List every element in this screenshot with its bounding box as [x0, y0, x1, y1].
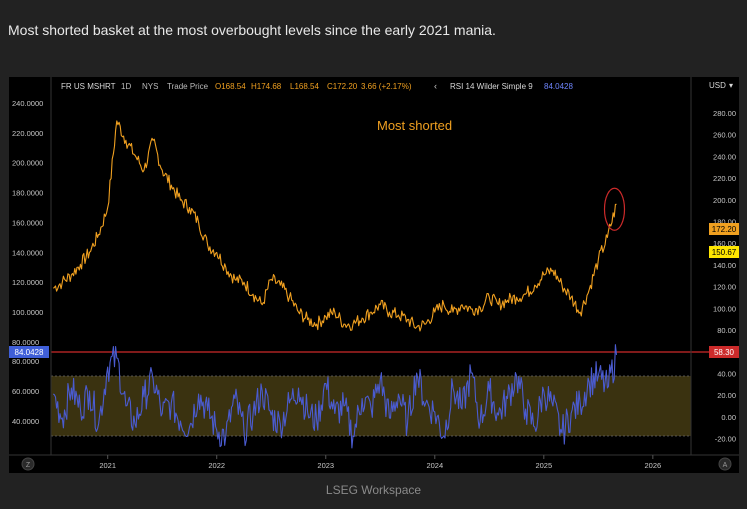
- rsi-series-line: [52, 344, 618, 449]
- right-axis-tick-label: 100.00: [713, 304, 736, 313]
- price-tick-label: 100.0000: [12, 308, 43, 317]
- x-tick-label: 2025: [535, 461, 552, 470]
- price-tick-label: 120.0000: [12, 278, 43, 287]
- ohlc-close: C172.20: [327, 82, 358, 91]
- x-axis-ticks: 2021 2022 2023 2024 2025 2026: [99, 455, 661, 470]
- rsi-tick-label: 60.0000: [12, 387, 39, 396]
- svg-text:150.67: 150.67: [712, 248, 737, 257]
- right-axis-tick-label: 220.00: [713, 174, 736, 183]
- x-tick-label: 2024: [426, 461, 443, 470]
- right-axis-tick-label: 40.00: [717, 369, 736, 378]
- change-label: 3.66 (+2.17%): [361, 82, 412, 91]
- price-tick-label: 180.0000: [12, 189, 43, 198]
- x-tick-label: 2022: [208, 461, 225, 470]
- right-axis-tick-label: 280.00: [713, 109, 736, 118]
- rsi-value-label: 84.0428: [544, 82, 573, 91]
- chart-header: FR US MSHRT 1D NYS Trade Price O168.54 H…: [61, 81, 733, 91]
- ohlc-low: L168.54: [290, 82, 319, 91]
- price-tick-label: 240.0000: [12, 99, 43, 108]
- annotation-label: Most shorted: [377, 118, 452, 133]
- svg-text:84.0428: 84.0428: [15, 348, 44, 357]
- rsi-axis-ticks: 80.0000 60.0000 40.0000: [12, 357, 39, 426]
- svg-text:172.20: 172.20: [712, 225, 737, 234]
- rsi-value-tag: 84.0428: [9, 346, 49, 358]
- caption: Most shorted basket at the most overboug…: [8, 22, 496, 38]
- right-axis-tick-label: 240.00: [713, 152, 736, 161]
- symbol-label: FR US MSHRT: [61, 82, 116, 91]
- right-axis-tick-label: 140.00: [713, 261, 736, 270]
- x-tick-label: 2026: [644, 461, 661, 470]
- rsi-tick-label: 80.0000: [12, 357, 39, 366]
- svg-text:58.30: 58.30: [714, 348, 735, 357]
- right-axis-tick-label: 0.00: [721, 413, 736, 422]
- right-axis-tick-label: 80.00: [717, 326, 736, 335]
- interval-label: 1D: [121, 82, 131, 91]
- currency-label: USD: [709, 81, 726, 90]
- rsi-name-label: RSI 14 Wilder Simple 9: [450, 82, 533, 91]
- price-axis-ticks: 240.0000 220.0000 200.0000 180.0000 160.0000…: [12, 99, 43, 347]
- price-rsi-chart[interactable]: FR US MSHRT 1D NYS Trade Price O168.54 H…: [9, 77, 739, 473]
- right-axis-tick-label: 20.00: [717, 391, 736, 400]
- right-axis-tick-label: 120.00: [713, 283, 736, 292]
- price-series-line: [52, 120, 617, 332]
- right-axis-tick-label: 160.00: [713, 239, 736, 248]
- right-axis-tick-label: 200.00: [713, 196, 736, 205]
- x-tick-label: 2023: [317, 461, 334, 470]
- highlight-circle: [603, 187, 626, 231]
- ohlc-open: O168.54: [215, 82, 246, 91]
- right-axis-ticks: 280.00 260.00 240.00 220.00 200.00 180.00 160.…: [713, 109, 736, 444]
- price-tick-label: 200.0000: [12, 159, 43, 168]
- right-axis-tick-label: 180.00: [713, 218, 736, 227]
- auto-scale-button[interactable]: A: [718, 457, 732, 471]
- ohlc-high: H174.68: [251, 82, 282, 91]
- currency-dropdown-icon[interactable]: ▾: [729, 81, 733, 90]
- x-tick-label: 2021: [99, 461, 116, 470]
- right-axis-tick-label: 260.00: [713, 131, 736, 140]
- rsi-signal-tag: 58.30: [709, 346, 739, 358]
- source-footer: LSEG Workspace: [325, 483, 422, 497]
- price-tick-label: 220.0000: [12, 129, 43, 138]
- open-price-label: 150.67: [709, 246, 739, 258]
- rsi-tick-label: 40.0000: [12, 417, 39, 426]
- price-tick-label: 140.0000: [12, 248, 43, 257]
- last-price-label: 172.20: [709, 223, 739, 235]
- right-axis-tick-label: -20.00: [715, 435, 736, 444]
- price-tick-label: 80.0000: [12, 338, 39, 347]
- exchange-label: NYS: [142, 82, 158, 91]
- price-tick-label: 160.0000: [12, 218, 43, 227]
- chevron-left-icon[interactable]: ‹: [434, 81, 437, 91]
- price-type-label: Trade Price: [167, 82, 209, 91]
- zoom-left-button[interactable]: Z: [21, 457, 35, 471]
- svg-text:A: A: [723, 462, 728, 469]
- svg-text:Z: Z: [26, 462, 31, 469]
